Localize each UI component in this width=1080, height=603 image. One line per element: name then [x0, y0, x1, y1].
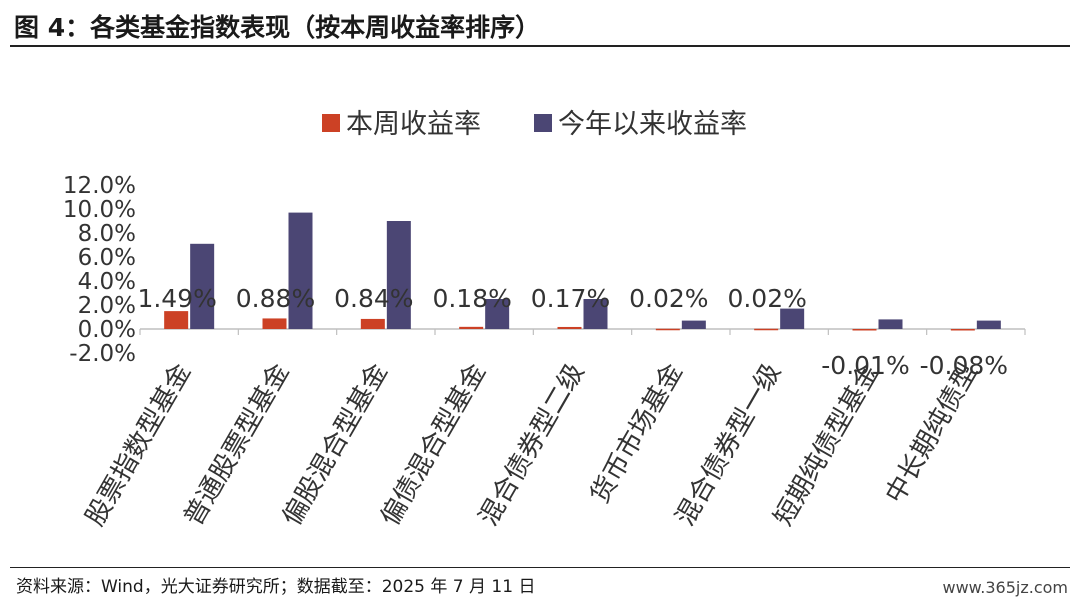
data-label: -0.01% — [821, 351, 909, 380]
data-label: 0.02% — [629, 284, 708, 313]
y-tick-label: 12.0% — [63, 173, 136, 199]
source-note: 资料来源：Wind，光大证券研究所；数据截至：2025 年 7 月 11 日 — [16, 577, 536, 597]
legend-swatch-weekly — [322, 114, 340, 132]
bar-ytd-return — [288, 212, 313, 329]
bar-ytd-return — [780, 308, 805, 329]
bar-weekly-return — [950, 329, 975, 331]
bar-weekly-return — [262, 318, 287, 329]
bar-ytd-return — [681, 320, 706, 329]
y-tick-label: 0.0% — [78, 317, 136, 343]
category-label: 混合债券型二级 — [474, 359, 591, 532]
bar-ytd-return — [190, 243, 215, 329]
y-tick-label: 10.0% — [63, 197, 136, 223]
y-tick-label: -2.0% — [69, 341, 136, 367]
bar-weekly-return — [754, 328, 779, 331]
category-label: 股票指数型基金 — [80, 359, 197, 532]
data-label: 0.18% — [432, 284, 511, 313]
bar-ytd-return — [878, 319, 903, 329]
bar-weekly-return — [557, 326, 582, 329]
bar-weekly-return — [360, 318, 385, 329]
category-label: 短期纯债型基金 — [769, 359, 886, 532]
bar-ytd-return — [583, 299, 608, 329]
legend-label: 今年以来收益率 — [558, 109, 747, 140]
y-tick-label: 6.0% — [78, 245, 136, 271]
watermark: www.365jz.com — [942, 578, 1068, 597]
figure-title: 图 4：各类基金指数表现（按本周收益率排序） — [14, 13, 541, 42]
data-label: 0.84% — [334, 284, 413, 313]
bar-weekly-return — [164, 311, 189, 329]
title-rule — [10, 45, 1070, 47]
category-label: 普通股票型基金 — [179, 359, 296, 532]
data-label: 0.88% — [236, 284, 315, 313]
data-label: 0.17% — [531, 284, 610, 313]
legend-label: 本周收益率 — [346, 109, 481, 140]
legend-swatch-ytd — [534, 114, 552, 132]
data-label: 0.02% — [727, 284, 806, 313]
bar-chart: 12.0%10.0%8.0%6.0%4.0%2.0%0.0%-2.0% 1.49%… — [63, 109, 1026, 532]
category-label: 偏债混合型基金 — [375, 358, 492, 531]
category-label: 中长期纯债型 — [880, 358, 984, 508]
category-label: 货币市场基金 — [585, 359, 689, 509]
category-label: 偏股混合型基金 — [277, 359, 394, 532]
category-label: 混合债券型一级 — [670, 359, 787, 532]
bar-weekly-return — [655, 328, 680, 331]
y-tick-label: 4.0% — [78, 269, 136, 295]
data-label: -0.08% — [920, 351, 1008, 380]
bar-weekly-return — [459, 326, 484, 329]
y-tick-label: 2.0% — [78, 293, 136, 319]
bar-weekly-return — [852, 329, 877, 331]
bar-ytd-return — [485, 299, 510, 329]
source-rule — [10, 567, 1070, 568]
bar-ytd-return — [386, 221, 411, 329]
bar-ytd-return — [976, 320, 1001, 329]
data-label: 1.49% — [137, 284, 216, 313]
y-tick-label: 8.0% — [78, 221, 136, 247]
